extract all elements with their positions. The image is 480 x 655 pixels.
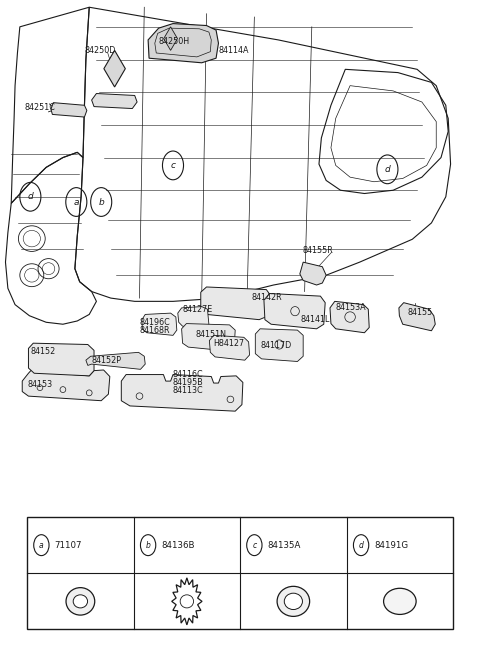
Text: 84113C: 84113C [172, 386, 203, 395]
Polygon shape [255, 329, 303, 362]
Polygon shape [181, 324, 235, 351]
Polygon shape [399, 303, 435, 331]
Text: 84116C: 84116C [172, 370, 203, 379]
Text: 84155R: 84155R [302, 246, 333, 255]
Text: 84155: 84155 [408, 308, 433, 317]
Text: 84152: 84152 [30, 347, 56, 356]
Polygon shape [300, 262, 326, 285]
Polygon shape [22, 368, 110, 401]
Ellipse shape [66, 588, 95, 615]
Polygon shape [209, 335, 250, 360]
Text: 84117D: 84117D [260, 341, 291, 350]
Polygon shape [121, 375, 243, 411]
Text: 84114A: 84114A [218, 46, 249, 55]
Ellipse shape [284, 593, 302, 610]
Text: d: d [384, 165, 390, 174]
Text: d: d [359, 540, 363, 550]
Text: 84195B: 84195B [172, 378, 203, 387]
Text: 84196C: 84196C [140, 318, 170, 327]
Text: 84136B: 84136B [161, 540, 195, 550]
Polygon shape [28, 343, 94, 376]
Text: c: c [252, 540, 256, 550]
Polygon shape [264, 293, 325, 329]
Text: 84151N: 84151N [196, 329, 227, 339]
Text: 84153: 84153 [27, 380, 52, 389]
Text: 71107: 71107 [55, 540, 82, 550]
Text: H84127: H84127 [214, 339, 245, 348]
Text: 84127E: 84127E [182, 305, 213, 314]
Text: b: b [145, 540, 151, 550]
Text: 84142R: 84142R [252, 293, 283, 302]
Polygon shape [142, 313, 177, 335]
Polygon shape [164, 27, 178, 50]
Polygon shape [92, 94, 137, 109]
Text: 84251C: 84251C [24, 103, 56, 113]
Polygon shape [51, 103, 87, 117]
Ellipse shape [384, 588, 416, 614]
Polygon shape [104, 50, 125, 87]
Text: 84250H: 84250H [158, 37, 190, 46]
Text: a: a [73, 198, 79, 206]
Polygon shape [148, 24, 218, 63]
Polygon shape [178, 307, 209, 329]
Text: 84141L: 84141L [300, 314, 330, 324]
Text: a: a [39, 540, 44, 550]
Text: c: c [170, 161, 176, 170]
Text: 84250D: 84250D [84, 46, 116, 55]
Text: 84168R: 84168R [140, 326, 170, 335]
Bar [27, 517, 453, 629]
Polygon shape [201, 287, 271, 320]
Polygon shape [330, 301, 369, 333]
Text: 84152P: 84152P [92, 356, 121, 365]
Polygon shape [86, 352, 145, 369]
Text: 84153A: 84153A [336, 303, 366, 312]
Text: 84135A: 84135A [268, 540, 301, 550]
Ellipse shape [73, 595, 87, 608]
Text: d: d [27, 193, 33, 201]
Ellipse shape [277, 586, 310, 616]
Text: b: b [98, 198, 104, 206]
Text: 84191G: 84191G [374, 540, 408, 550]
